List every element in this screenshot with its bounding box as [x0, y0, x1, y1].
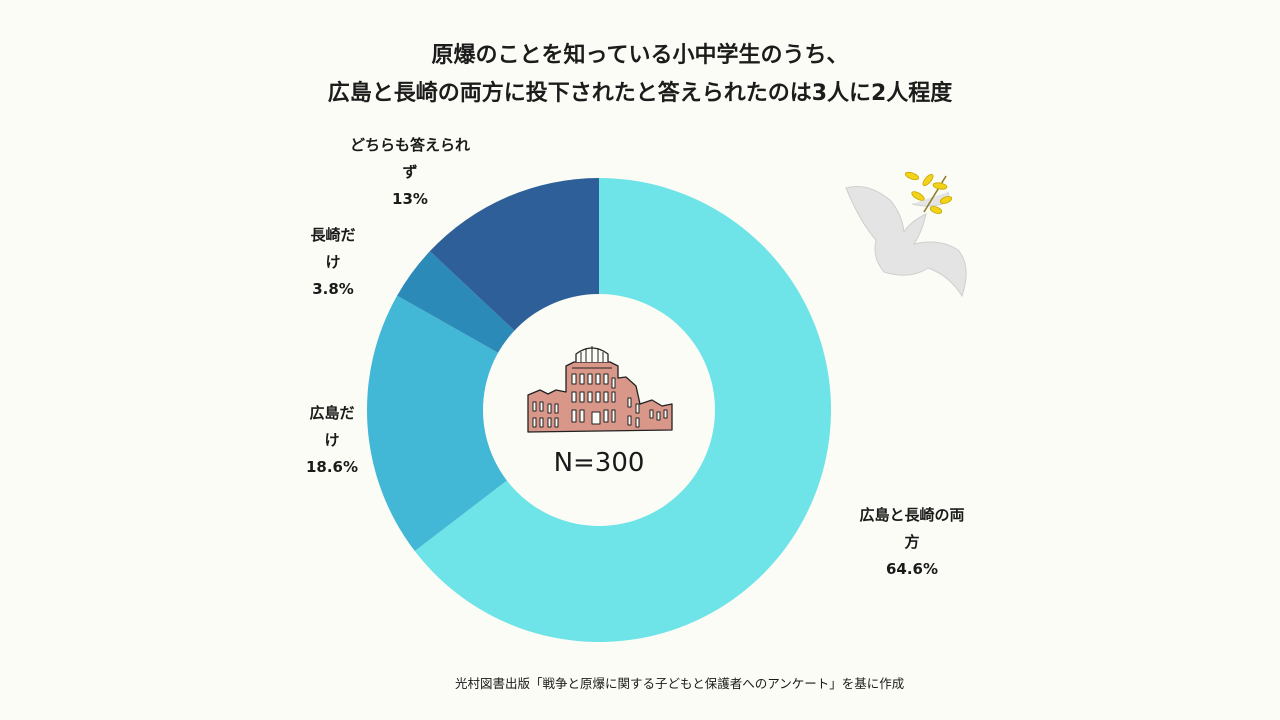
slice-label-nagasaki-only: 長崎だ け 3.8% — [300, 222, 366, 303]
slice-label-hiroshima-line2: け — [324, 431, 340, 449]
slice-label-hiroshima-only: 広島だ け 18.6% — [292, 400, 372, 481]
slice-label-nagasaki-line2: け — [325, 253, 341, 271]
slice-label-neither-line2: ず — [402, 163, 418, 181]
chart-title-line-2: 広島と長崎の両方に投下されたと答えられたのは3人に2人程度 — [327, 81, 953, 106]
atomic-bomb-dome-icon — [527, 346, 673, 433]
slice-label-neither-line1: どちらも答えられ — [349, 136, 470, 154]
slice-label-hiroshima-line1: 広島だ — [309, 404, 355, 422]
slice-label-both: 広島と長崎の両 方 64.6% — [836, 502, 988, 583]
slice-value-neither: 13% — [392, 190, 428, 208]
slice-label-both-line2: 方 — [904, 533, 920, 551]
slice-value-hiroshima: 18.6% — [305, 458, 359, 476]
chart-title-line-1: 原爆のことを知っている小中学生のうち、 — [431, 43, 849, 68]
slice-value-both: 64.6% — [885, 560, 939, 578]
source-note: 光村図書出版「戦争と原爆に関する子どもと保護者へのアンケート」を基に作成 — [455, 676, 905, 691]
slice-label-both-line1: 広島と長崎の両 — [859, 506, 965, 524]
slice-hiroshima-only — [366, 295, 599, 552]
peace-dove-icon — [845, 171, 967, 298]
slice-label-neither: どちらも答えられ ず 13% — [325, 132, 495, 213]
sample-size-label: N=300 — [553, 448, 645, 478]
slice-label-nagasaki-line1: 長崎だ — [310, 226, 356, 244]
slice-value-nagasaki: 3.8% — [312, 280, 354, 298]
